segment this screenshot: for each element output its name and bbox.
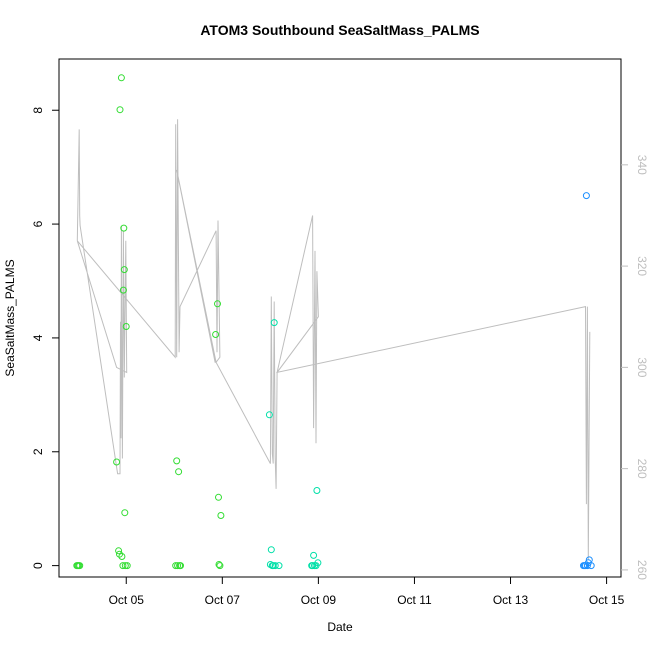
right-y-tick-label: 320: [635, 256, 649, 276]
x-axis-label: Date: [327, 620, 353, 634]
data-point: [215, 493, 222, 501]
data-point: [310, 551, 318, 559]
data-point: [116, 106, 124, 114]
data-point: [119, 562, 127, 570]
chart-title: ATOM3 Southbound SeaSaltMass_PALMS: [200, 22, 479, 38]
data-point: [113, 458, 121, 466]
data-point: [175, 468, 183, 476]
data-point: [212, 331, 220, 338]
data-point: [117, 74, 125, 82]
data-point: [116, 550, 123, 558]
x-tick-label: Oct 11: [397, 593, 432, 607]
series-line: [76, 119, 591, 560]
x-tick-label: Oct 15: [589, 593, 625, 607]
data-point: [582, 192, 590, 200]
data-point: [174, 562, 182, 570]
x-tick-label: Oct 05: [109, 593, 145, 607]
data-point: [76, 562, 84, 570]
x-tick-label: Oct 13: [493, 593, 529, 607]
data-point: [172, 562, 180, 570]
data-point: [271, 562, 279, 570]
data-point: [214, 300, 221, 308]
line-series: [76, 119, 591, 560]
data-point: [267, 546, 275, 554]
y-tick-label: 6: [31, 220, 45, 227]
x-axis: Oct 05 Oct 07 Oct 09 Oct 11 Oct 13 Oct 15: [109, 577, 625, 607]
y-axis: 0 2 4 6 8: [31, 107, 59, 569]
data-point: [313, 487, 321, 494]
data-point: [177, 562, 184, 570]
data-point: [120, 266, 128, 274]
data-point: [121, 562, 129, 570]
data-point: [115, 547, 123, 555]
plot-frame: [58, 58, 622, 578]
right-y-tick-label: 340: [635, 155, 649, 175]
data-point: [122, 323, 130, 330]
y-tick-label: 8: [31, 107, 45, 114]
y-axis-right: 260 280 300 320 340: [621, 155, 649, 580]
data-point: [119, 286, 127, 294]
data-point: [275, 562, 283, 570]
data-point: [120, 224, 128, 232]
y-tick-label: 4: [31, 334, 45, 341]
data-point: [270, 319, 278, 327]
data-point: [309, 562, 317, 570]
data-point: [265, 411, 273, 419]
data-point: [123, 562, 131, 570]
y-axis-label: SeaSaltMass_PALMS: [3, 259, 17, 376]
x-tick-label: Oct 09: [301, 593, 337, 607]
data-point: [118, 553, 126, 560]
x-tick-label: Oct 07: [205, 593, 241, 607]
data-point: [314, 559, 322, 567]
y-tick-label: 2: [31, 448, 45, 455]
data-point: [587, 562, 595, 570]
right-y-tick-label: 260: [635, 560, 649, 580]
data-point: [121, 509, 129, 517]
y-tick-label: 0: [31, 562, 45, 569]
right-y-tick-label: 300: [635, 357, 649, 377]
data-point: [215, 561, 223, 568]
data-point: [173, 457, 181, 465]
right-y-tick-label: 280: [635, 459, 649, 479]
scatter-series: [73, 74, 595, 570]
data-point: [216, 562, 224, 570]
data-point: [217, 512, 225, 519]
